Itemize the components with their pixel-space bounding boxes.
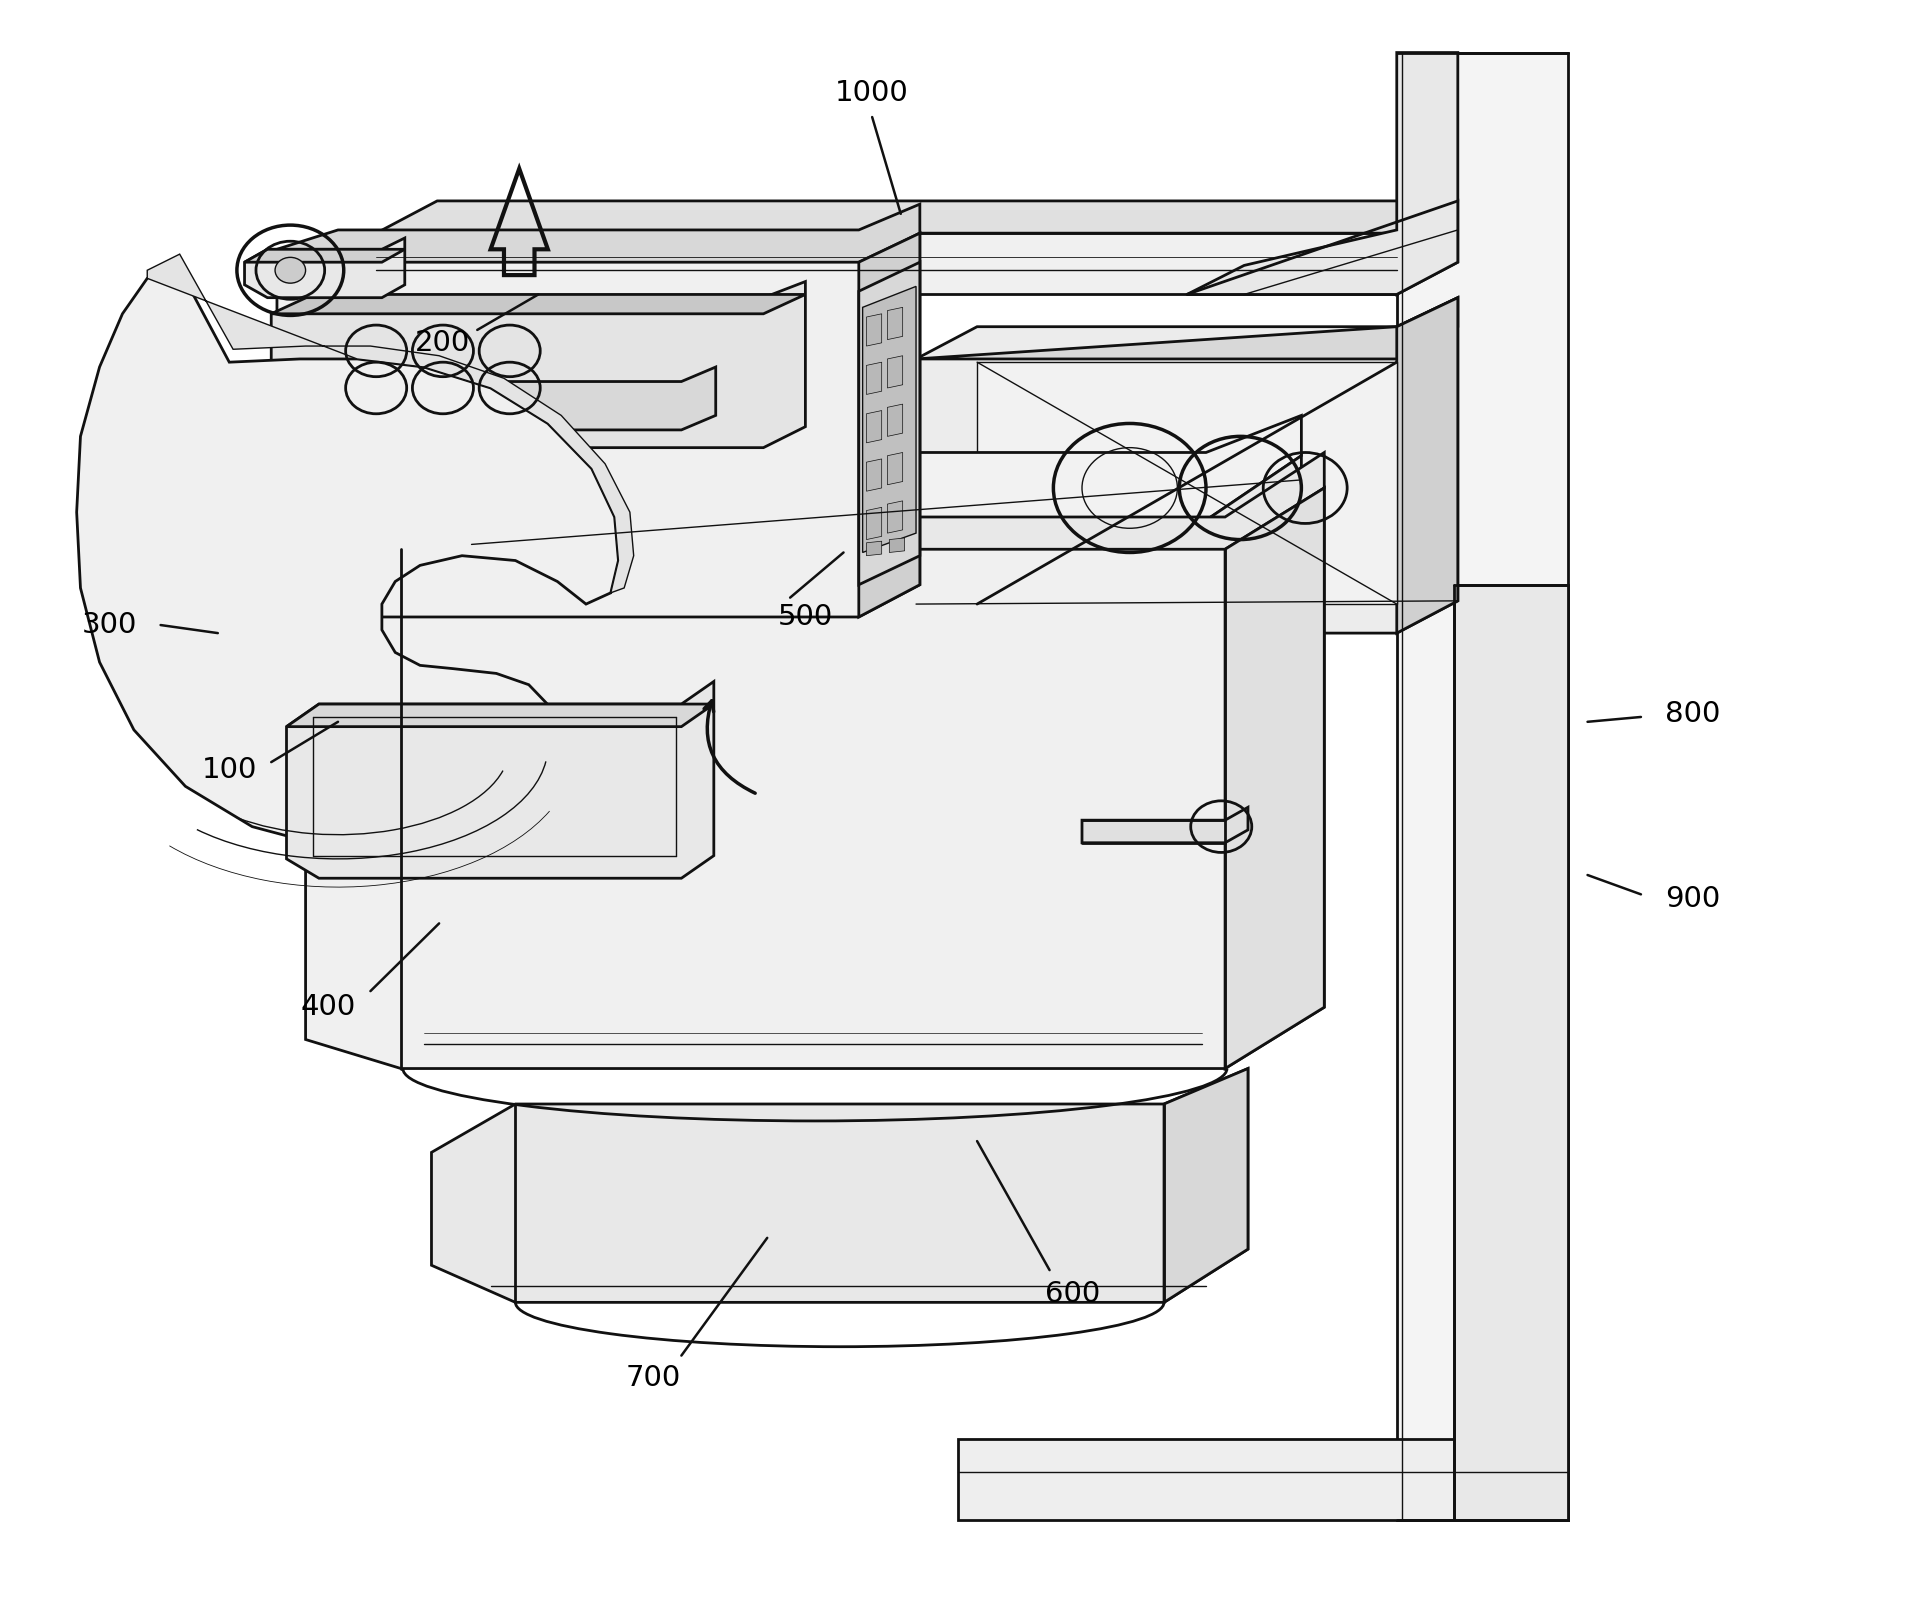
Polygon shape	[977, 361, 1397, 605]
Polygon shape	[858, 233, 920, 618]
Polygon shape	[268, 366, 717, 430]
Polygon shape	[916, 298, 1458, 358]
Polygon shape	[471, 456, 1301, 545]
Polygon shape	[376, 233, 1397, 295]
Text: 1000: 1000	[835, 79, 908, 107]
Text: 400: 400	[301, 994, 356, 1021]
Polygon shape	[400, 452, 1324, 585]
Polygon shape	[887, 501, 902, 533]
Polygon shape	[278, 204, 920, 266]
Polygon shape	[887, 355, 902, 387]
Text: 900: 900	[1665, 885, 1721, 913]
Polygon shape	[1397, 52, 1569, 1520]
Text: 300: 300	[80, 611, 136, 639]
Polygon shape	[866, 507, 881, 540]
Polygon shape	[278, 233, 920, 618]
Polygon shape	[866, 314, 881, 345]
Polygon shape	[889, 538, 904, 553]
Polygon shape	[887, 404, 902, 436]
Polygon shape	[916, 298, 1458, 634]
Polygon shape	[431, 1068, 1247, 1302]
Polygon shape	[272, 282, 805, 447]
Polygon shape	[245, 250, 404, 263]
Text: 500: 500	[778, 603, 833, 631]
Polygon shape	[245, 238, 404, 298]
Polygon shape	[887, 452, 902, 485]
Polygon shape	[862, 287, 916, 553]
Polygon shape	[1454, 585, 1569, 1520]
Polygon shape	[1397, 298, 1458, 634]
Text: 600: 600	[1044, 1281, 1100, 1308]
Polygon shape	[858, 263, 920, 585]
Polygon shape	[77, 263, 619, 846]
Polygon shape	[471, 415, 1301, 524]
Text: 200: 200	[416, 329, 471, 357]
Text: 700: 700	[625, 1365, 680, 1392]
Polygon shape	[958, 1439, 1569, 1520]
Circle shape	[276, 258, 305, 284]
Polygon shape	[376, 201, 1458, 233]
Polygon shape	[1186, 52, 1458, 295]
Polygon shape	[305, 488, 1324, 1068]
Polygon shape	[887, 308, 902, 340]
Polygon shape	[148, 254, 634, 593]
Polygon shape	[287, 704, 715, 726]
Polygon shape	[866, 361, 881, 394]
Polygon shape	[866, 541, 881, 556]
Polygon shape	[1397, 201, 1458, 295]
Polygon shape	[866, 410, 881, 443]
Polygon shape	[287, 681, 715, 879]
Polygon shape	[272, 295, 805, 314]
Polygon shape	[1224, 488, 1324, 1068]
Polygon shape	[1083, 807, 1247, 843]
Polygon shape	[1165, 1068, 1247, 1302]
Text: 100: 100	[201, 755, 257, 785]
Text: 800: 800	[1665, 700, 1721, 728]
Polygon shape	[866, 459, 881, 491]
